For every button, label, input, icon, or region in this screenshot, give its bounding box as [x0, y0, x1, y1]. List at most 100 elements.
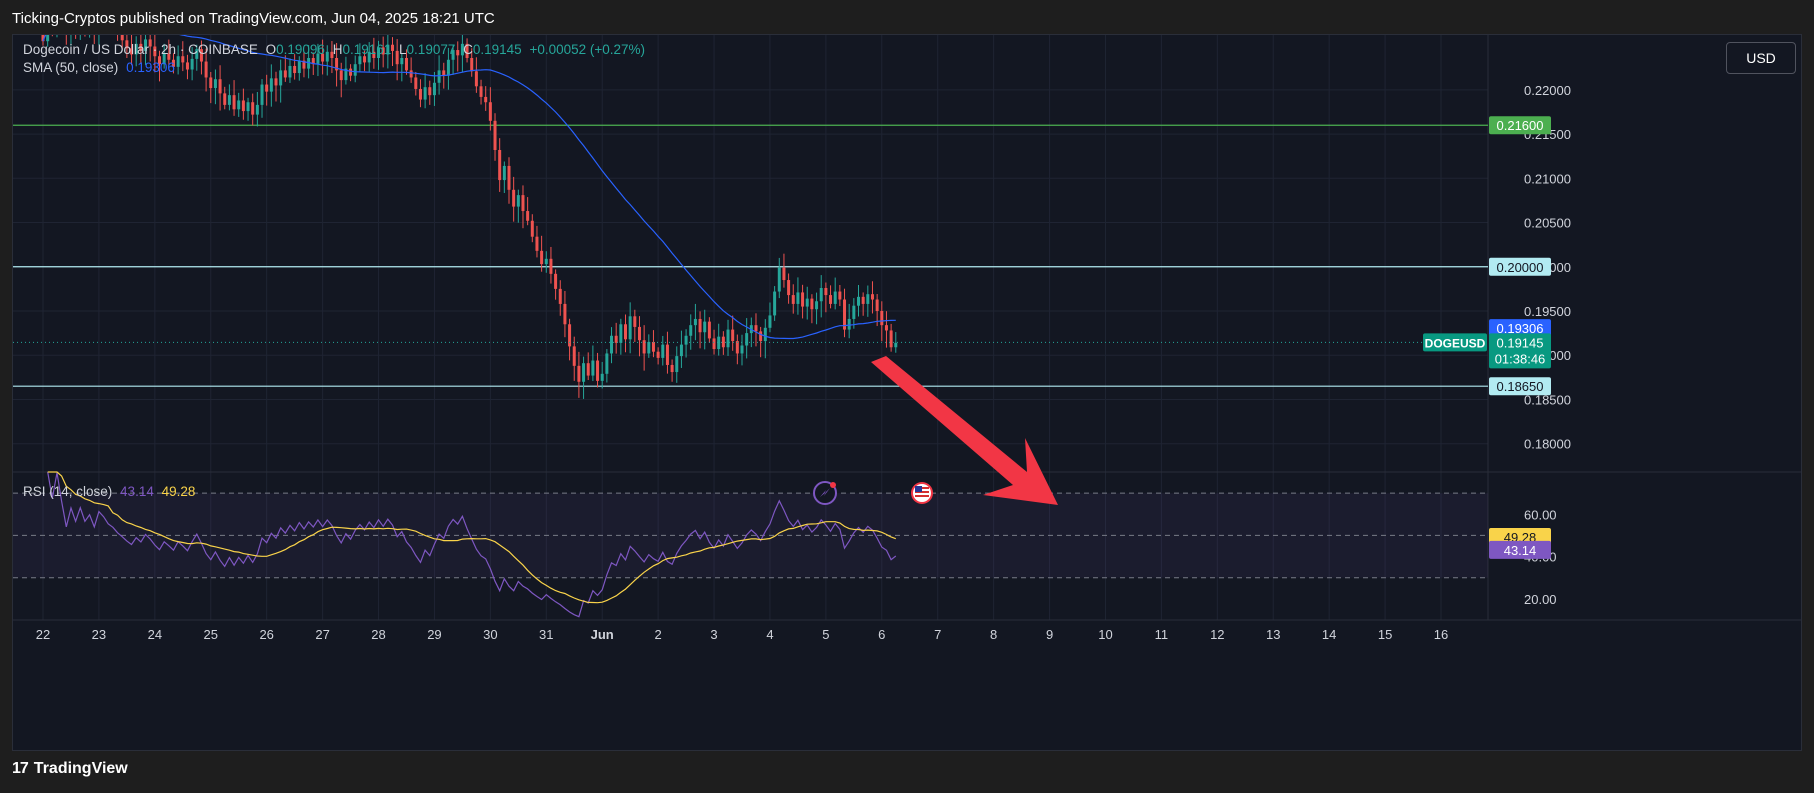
candle-body [586, 363, 590, 376]
candle-body [46, 35, 50, 42]
candle-body [693, 318, 697, 326]
open-value: 0.19096 [276, 42, 325, 57]
symbol-tag-label: DOGEUSD [1425, 336, 1486, 350]
symbol-name: Dogecoin / US Dollar · 2h · COINBASE [23, 42, 258, 57]
price-chart[interactable]: 0.220000.215000.210000.205000.200000.195… [13, 35, 1801, 750]
candle-body [843, 299, 847, 330]
candle-body [516, 195, 520, 207]
candle-body [474, 71, 478, 87]
candle-body [134, 43, 138, 55]
candle-body [605, 353, 609, 374]
candle-body [404, 58, 408, 71]
candle-body [255, 104, 259, 115]
rsi-tick-label: 60.00 [1524, 507, 1557, 522]
candle-body [791, 295, 795, 304]
time-tick-label: 15 [1378, 627, 1392, 642]
time-tick-label: 22 [36, 627, 50, 642]
low-label: L [399, 42, 407, 57]
level-tag-label: 0.18650 [1497, 379, 1544, 394]
candle-body [479, 86, 483, 97]
time-tick-label: 13 [1266, 627, 1280, 642]
candle-body [572, 346, 576, 366]
candle-body [642, 340, 646, 354]
candle-body [726, 329, 730, 348]
candle-body [889, 330, 893, 348]
candle-body [265, 84, 269, 92]
candle-body [530, 220, 534, 237]
candle-body [288, 65, 292, 78]
time-tick-label: 30 [483, 627, 497, 642]
candle-body [829, 295, 833, 304]
candle-body [544, 258, 548, 265]
candle-body [526, 211, 530, 221]
candle-body [372, 51, 376, 58]
footer-brand-name: TradingView [33, 760, 128, 777]
sma-price-tag [1489, 319, 1551, 338]
candle-body [861, 296, 865, 304]
price-tick-label: 0.18000 [1524, 437, 1571, 452]
time-tick-label: 8 [990, 627, 997, 642]
close-label: C [463, 42, 473, 57]
open-label: O [265, 42, 277, 57]
price-tick-label: 0.18500 [1524, 392, 1571, 407]
time-tick-label: 3 [710, 627, 717, 642]
candle-body [577, 365, 581, 382]
level-tag [1489, 116, 1551, 135]
level-tag [1489, 377, 1551, 396]
candle-body [321, 53, 325, 62]
candle-body [153, 46, 157, 57]
level-tag [1489, 257, 1551, 276]
earnings-icon[interactable] [813, 481, 837, 505]
candle-body [414, 77, 418, 89]
sma-value: 0.19306 [126, 60, 175, 75]
chart-frame[interactable]: 0.220000.215000.210000.205000.200000.195… [12, 34, 1802, 751]
candle-body [582, 363, 586, 382]
candle-body [633, 316, 637, 327]
candle-body [171, 59, 175, 67]
time-tick-label: 12 [1210, 627, 1224, 642]
candle-body [596, 360, 600, 381]
time-tick-label: 29 [427, 627, 441, 642]
rsi-value: 43.14 [120, 484, 154, 499]
candle-body [679, 344, 683, 357]
candle-body [819, 288, 823, 302]
candle-body [391, 44, 394, 51]
footer-brand[interactable]: 17 TradingView [12, 760, 128, 778]
candle-body [563, 303, 567, 325]
down-arrow-icon [871, 356, 1058, 505]
candle-body [120, 35, 124, 41]
candle-body [381, 47, 385, 55]
low-value: 0.19077 [406, 42, 456, 57]
sma-price-tag-label: 0.19306 [1497, 321, 1544, 336]
candle-body [423, 87, 427, 100]
candle-body [568, 324, 572, 347]
candle-body [637, 326, 641, 341]
candle-body [773, 291, 777, 316]
candle-body [554, 273, 558, 289]
rsi-ma-line [47, 471, 897, 604]
candle-body [549, 258, 553, 274]
time-tick-label: 9 [1046, 627, 1053, 642]
candle-body [400, 58, 404, 65]
candle-body [358, 56, 362, 65]
candle-body [456, 50, 460, 56]
candle-body [665, 344, 669, 365]
candle-body [591, 360, 595, 376]
candle-body [428, 87, 432, 96]
candle-body [190, 58, 194, 70]
candle-body [335, 58, 339, 71]
candle-body [437, 70, 441, 83]
overlays [813, 356, 1058, 505]
candle-body [787, 280, 791, 296]
currency-button[interactable]: USD [1726, 42, 1796, 74]
price-tick-label: 0.22000 [1524, 83, 1571, 98]
price-tick-label: 0.21000 [1524, 171, 1571, 186]
time-tick-label: 25 [204, 627, 218, 642]
candle-body [763, 327, 767, 342]
candle-body [144, 39, 148, 51]
time-tick-label: 23 [92, 627, 106, 642]
candle-body [297, 60, 301, 74]
time-tick-label: 4 [766, 627, 773, 642]
level-tag-label: 0.20000 [1497, 260, 1544, 275]
us-flag-icon[interactable] [911, 482, 933, 504]
